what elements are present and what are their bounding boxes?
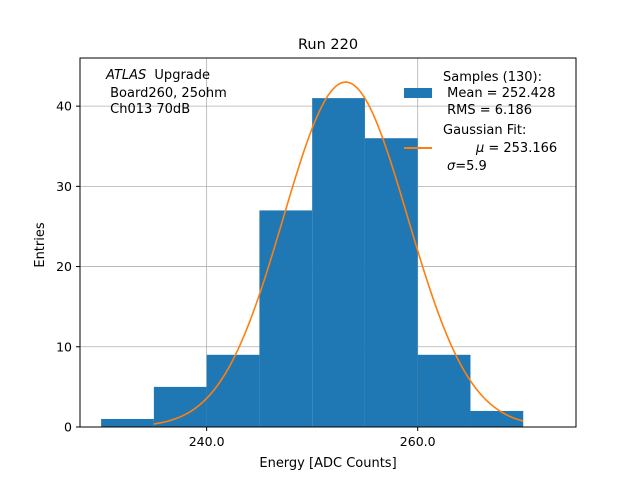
legend-samples-label: Samples (130): [443, 70, 542, 85]
legend-mean-label: Mean = 252.428 [443, 86, 555, 101]
legend: Samples (130): Mean = 252.428 RMS = 6.18… [404, 70, 578, 174]
histogram-bar [101, 418, 154, 427]
histogram-bar [153, 386, 207, 427]
histogram-bar [470, 410, 524, 427]
gaussian-fit [153, 81, 524, 425]
legend-sigma-symbol: σ [447, 159, 456, 174]
y-tick-label: 0 [64, 420, 72, 435]
y-tick-label: 20 [56, 259, 72, 274]
legend-histogram-swatch [404, 88, 432, 98]
annotation-box: ATLAS Upgrade Board260, 25ohm Ch013 70dB [105, 68, 227, 117]
legend-fit-label: Gaussian Fit: [443, 123, 526, 138]
plot-frame [79, 57, 577, 428]
y-tick-label: 10 [56, 339, 72, 354]
annotation-line-1: ATLAS Upgrade [105, 68, 210, 83]
chart-title: Run 220 [298, 37, 358, 53]
x-axis-label: Energy [ADC Counts] [259, 456, 396, 471]
annotation-experiment: ATLAS [105, 68, 146, 83]
histogram-bar [417, 354, 471, 427]
y-axis-label: Entries [33, 222, 48, 268]
y-tick-label: 40 [56, 99, 72, 114]
annotation-line-3: Ch013 70dB [106, 102, 190, 117]
annotation-line-2: Board260, 25ohm [106, 86, 227, 101]
y-tick-label: 30 [56, 179, 72, 194]
x-tick-label: 260.0 [400, 434, 436, 449]
legend-rms-label: RMS = 6.186 [443, 103, 532, 118]
legend-sigma-value: =5.9 [455, 159, 487, 174]
histogram-bar [259, 210, 313, 427]
x-tick-label: 240.0 [189, 434, 225, 449]
gaussian-fit-curve [153, 81, 524, 425]
histogram-bar [206, 354, 260, 427]
legend-mu-value: = 253.166 [484, 141, 557, 156]
annotation-text: Upgrade [154, 68, 210, 83]
histogram-bar [312, 98, 365, 427]
histogram-bar [364, 138, 418, 427]
legend-mu-label: μ = 253.166 [447, 141, 578, 156]
axis-ticks: 240.0 260.0 0 10 20 30 40 [56, 99, 436, 449]
legend-sigma-label: σ=5.9 [447, 159, 487, 174]
legend-mu-symbol: μ [475, 141, 484, 156]
